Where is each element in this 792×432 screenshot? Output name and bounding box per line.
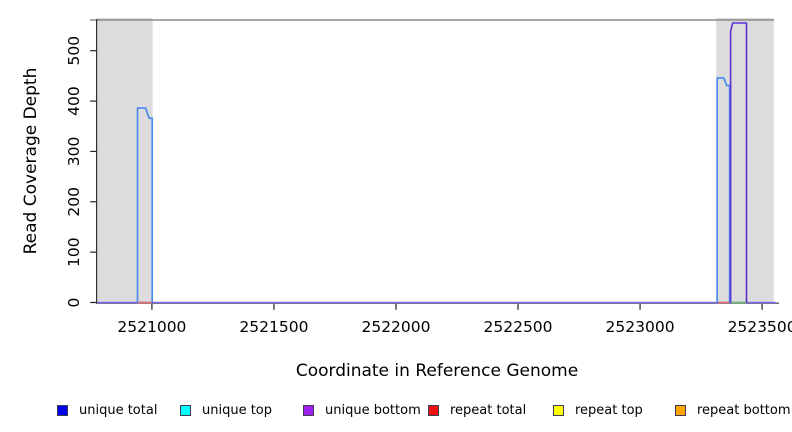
y-tick-label: 500 [65, 36, 83, 66]
y-axis-title: Read Coverage Depth [21, 68, 41, 255]
x-tick-label: 2521500 [239, 318, 308, 336]
x-tick-label: 2521000 [117, 318, 186, 336]
series-unique-top-right-peak [716, 77, 731, 303]
series-unique-coverage-left-peak [136, 107, 153, 303]
x-tick-label: 2522500 [484, 318, 553, 336]
y-tick-label: 100 [65, 237, 83, 267]
y-tick-label: 300 [65, 137, 83, 167]
x-tick-label: 2522000 [361, 318, 430, 336]
y-tick-label: 0 [65, 298, 83, 308]
x-axis-title: Coordinate in Reference Genome [296, 361, 578, 381]
x-tick-label: 2523500 [728, 318, 792, 336]
repeat-region-right [716, 18, 774, 303]
series-unique-bottom-right-peak [729, 22, 748, 303]
x-tick-label: 2523000 [606, 318, 675, 336]
y-tick-label: 400 [65, 86, 83, 116]
y-tick-label: 200 [65, 187, 83, 217]
repeat-region-left [97, 18, 153, 303]
